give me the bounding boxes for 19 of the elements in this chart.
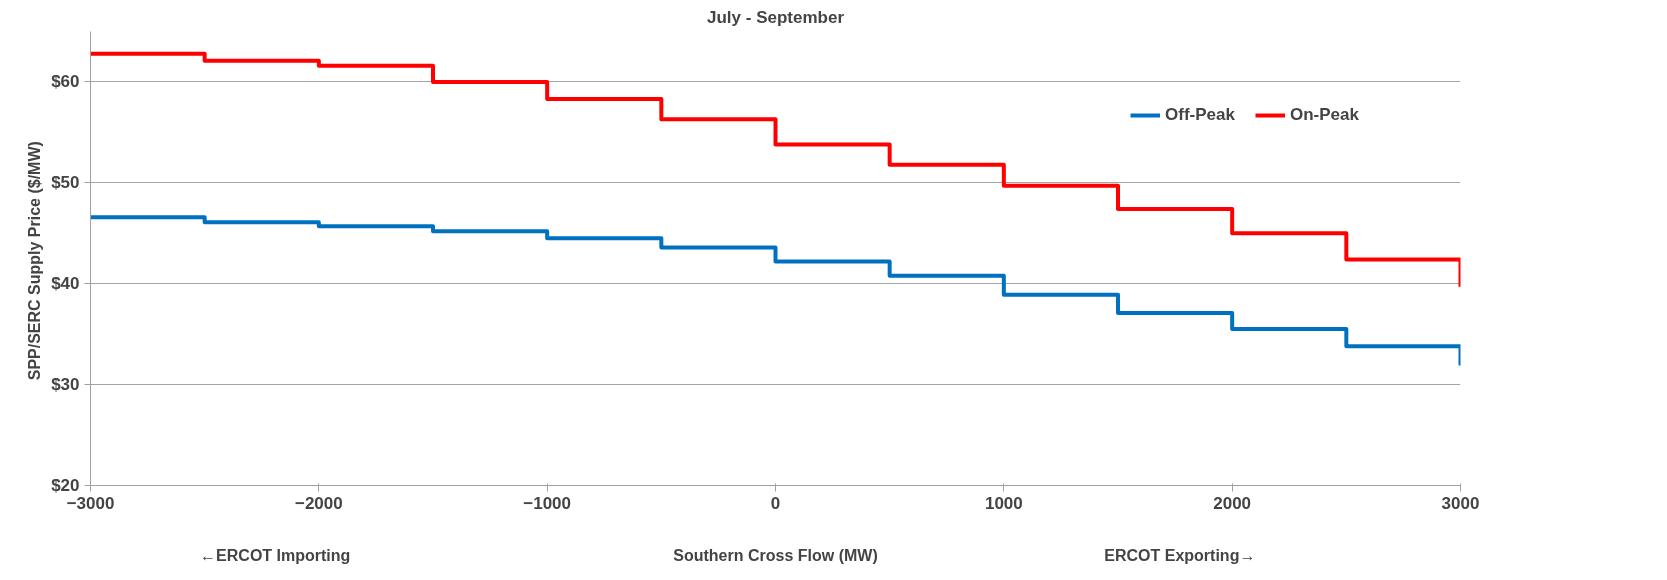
x-tick-label: −2000: [294, 493, 343, 513]
y-tick-label: $20: [51, 476, 80, 495]
x-tick-label: 0: [770, 493, 781, 513]
x-tick-label: 1000: [984, 493, 1023, 513]
y-axis-title: SPP/SERC Supply Price ($/MW): [26, 141, 44, 381]
y-tick-label: $60: [51, 72, 80, 92]
legend-label: On-Peak: [1289, 105, 1359, 125]
text: ERCOT Exporting→: [1104, 547, 1256, 564]
x-tick-label: 2000: [1213, 493, 1252, 513]
x-tick-label: −1000: [523, 493, 572, 513]
x-tick-label: −3000: [66, 493, 115, 513]
legend-label: Off-Peak: [1165, 105, 1235, 125]
y-tick-label: $40: [51, 274, 80, 294]
x-tick-label: 3000: [1441, 493, 1480, 513]
y-tick-label: $30: [51, 375, 80, 395]
y-tick-label: $50: [51, 173, 80, 193]
text: ←ERCOT Importing: [200, 547, 351, 564]
chart-title: July - September: [707, 7, 845, 27]
x-axis-title: Southern Cross Flow (MW): [673, 547, 878, 564]
